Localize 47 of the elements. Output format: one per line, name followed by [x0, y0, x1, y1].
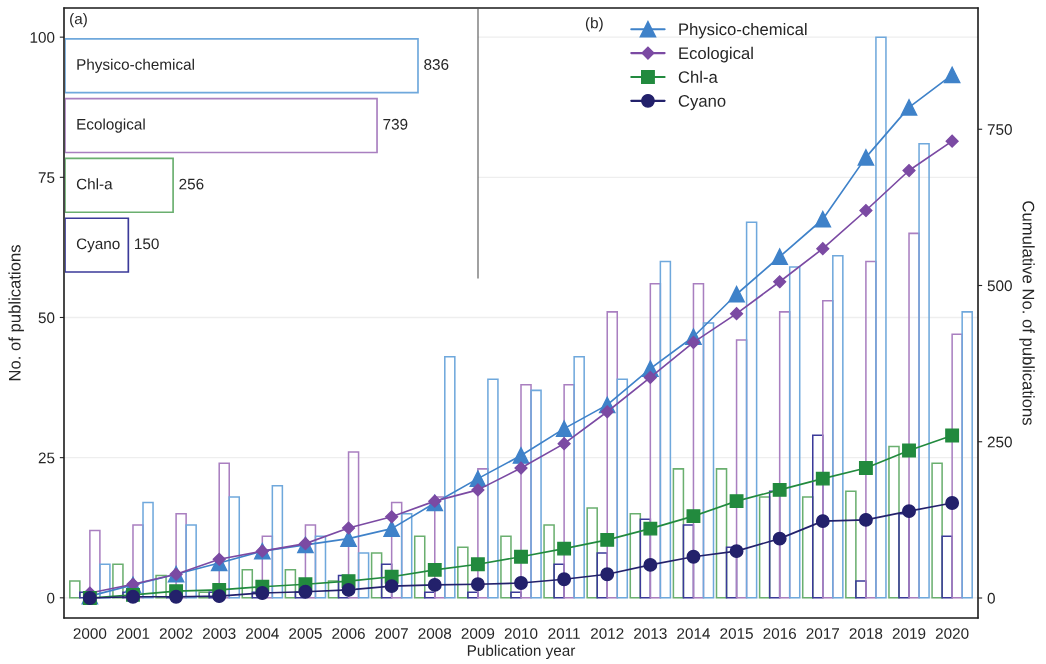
- legend-label: Physico-chemical: [679, 23, 807, 39]
- y-tick-label: 100: [30, 32, 55, 43]
- x-tick-label: 2008: [418, 628, 452, 639]
- y-tick-label: 25: [38, 452, 55, 464]
- x-tick-label: 2016: [763, 628, 796, 639]
- text: (b): [585, 17, 603, 32]
- x-tick-label: 2001: [116, 628, 150, 639]
- x-tick-label: 2006: [332, 628, 365, 639]
- x-tick-label: 2011: [548, 628, 580, 639]
- legend-label: Ecological: [679, 46, 753, 63]
- y-axis-title: No. of publications: [8, 245, 24, 381]
- x-tick-label: 2004: [246, 628, 279, 639]
- y2-axis-title: Cumulative No. of publications: [1019, 201, 1035, 425]
- x-tick-label: 2019: [892, 628, 926, 639]
- x-tick-label: 2020: [935, 628, 969, 639]
- data-label: 256: [179, 178, 204, 190]
- x-tick-label: 2017: [806, 628, 840, 639]
- data-label: 150: [135, 238, 159, 250]
- x-tick-label: 2018: [849, 628, 883, 639]
- data-label: 739: [383, 118, 408, 130]
- chart-title: (a): [70, 13, 87, 28]
- x-tick-label: 2005: [289, 628, 322, 639]
- y2-tick-label: 250: [987, 436, 1012, 448]
- y-tick-label: Cyano: [76, 238, 120, 253]
- legend-label: Chl-a: [678, 70, 718, 83]
- y-tick-label: Chl-a: [76, 178, 113, 190]
- y2-tick-label: 0: [987, 592, 995, 604]
- x-tick-label: 2000: [73, 628, 107, 639]
- x-tick-label: 2009: [461, 628, 495, 639]
- x-tick-label: 2003: [202, 628, 236, 639]
- x-tick-label: 2014: [677, 628, 710, 639]
- y-tick-label: 50: [38, 312, 55, 324]
- x-tick-label: 2002: [159, 628, 193, 639]
- y2-tick-label: 750: [987, 124, 1012, 135]
- y-tick-label: 0: [47, 592, 55, 604]
- x-tick-label: 2015: [720, 628, 753, 639]
- legend-label: Cyano: [678, 95, 726, 111]
- y-tick-label: Ecological: [77, 118, 145, 133]
- x-tick-label: 2007: [375, 628, 408, 639]
- x-tick-label: 2010: [504, 628, 538, 639]
- data-label: 836: [424, 59, 449, 70]
- x-axis-title: Publication year: [467, 644, 576, 659]
- x-tick-label: 2013: [634, 628, 667, 639]
- x-tick-label: 2012: [591, 628, 624, 639]
- y2-tick-label: 500: [987, 280, 1012, 292]
- y-tick-label: Physico-chemical: [77, 58, 194, 73]
- y-tick-label: 75: [38, 172, 55, 184]
